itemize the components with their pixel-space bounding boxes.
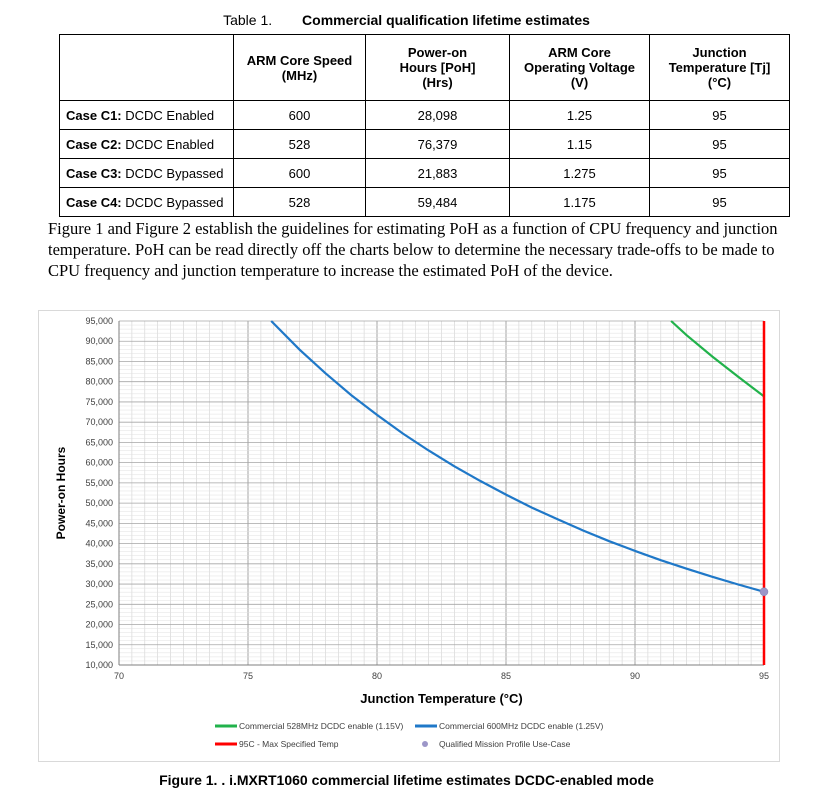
- lifetime-table: ARM Core Speed (MHz) Power-on Hours [PoH…: [59, 34, 790, 217]
- table-cell-poh: 28,098: [366, 101, 510, 130]
- x-tick-label: 95: [759, 671, 769, 681]
- y-tick-label: 55,000: [85, 478, 113, 488]
- x-tick-label: 85: [501, 671, 511, 681]
- table-cell-speed: 600: [234, 159, 366, 188]
- table-cell-voltage: 1.15: [510, 130, 650, 159]
- table-cell-poh: 76,379: [366, 130, 510, 159]
- case-desc: DCDC Bypassed: [125, 195, 223, 210]
- table-cell-voltage: 1.175: [510, 188, 650, 217]
- table-caption: Table 1. Commercial qualification lifeti…: [0, 12, 813, 28]
- lifetime-chart: 10,000 15,000 20,000 25,000 30,000 35,000 40,0…: [39, 311, 779, 761]
- figure-caption: Figure 1. . i.MXRT1060 commercial lifeti…: [0, 772, 813, 788]
- y-tick-label: 65,000: [85, 437, 113, 447]
- y-tick-label: 20,000: [85, 620, 113, 630]
- table-header-temp: Junction Temperature [Tj] (°C): [650, 35, 790, 101]
- legend-label: 95C - Max Specified Temp: [239, 739, 339, 749]
- y-tick-label: 70,000: [85, 417, 113, 427]
- table-cell-case: Case C2: DCDC Enabled: [60, 130, 234, 159]
- table-cell-voltage: 1.25: [510, 101, 650, 130]
- y-tick-label: 10,000: [85, 660, 113, 670]
- y-tick-label: 80,000: [85, 377, 113, 387]
- y-tick-label: 35,000: [85, 559, 113, 569]
- legend-label: Qualified Mission Profile Use-Case: [439, 739, 571, 749]
- y-tick-label: 85,000: [85, 356, 113, 366]
- table-cell-temp: 95: [650, 159, 790, 188]
- table-cell-speed: 600: [234, 101, 366, 130]
- header-voltage-text: ARM Core Operating Voltage (V): [519, 45, 641, 90]
- table-cell-voltage: 1.275: [510, 159, 650, 188]
- x-tick-label: 75: [243, 671, 253, 681]
- y-tick-label: 60,000: [85, 458, 113, 468]
- case-id: Case C3:: [66, 166, 122, 181]
- body-paragraph: Figure 1 and Figure 2 establish the guid…: [48, 218, 788, 281]
- table-cell-temp: 95: [650, 101, 790, 130]
- table-header-poh: Power-on Hours [PoH] (Hrs): [366, 35, 510, 101]
- table-row: Case C1: DCDC Enabled 600 28,098 1.25 95: [60, 101, 790, 130]
- series-line-0: [671, 321, 764, 396]
- table-cell-temp: 95: [650, 188, 790, 217]
- y-tick-label: 40,000: [85, 539, 113, 549]
- y-tick-label: 50,000: [85, 498, 113, 508]
- y-tick-label: 30,000: [85, 579, 113, 589]
- case-desc: DCDC Bypassed: [125, 166, 223, 181]
- y-tick-label: 45,000: [85, 518, 113, 528]
- table-header-speed: ARM Core Speed (MHz): [234, 35, 366, 101]
- table-header-voltage: ARM Core Operating Voltage (V): [510, 35, 650, 101]
- y-tick-label: 90,000: [85, 336, 113, 346]
- legend-label: Commercial 528MHz DCDC enable (1.15V): [239, 721, 404, 731]
- y-tick-label: 25,000: [85, 599, 113, 609]
- case-id: Case C2:: [66, 137, 122, 152]
- x-axis-title: Junction Temperature (°C): [360, 691, 522, 706]
- y-tick-label: 95,000: [85, 316, 113, 326]
- y-axis-title: Power-on Hours: [54, 446, 68, 539]
- table-cell-case: Case C1: DCDC Enabled: [60, 101, 234, 130]
- case-desc: DCDC Enabled: [125, 108, 214, 123]
- legend-label: Commercial 600MHz DCDC enable (1.25V): [439, 721, 604, 731]
- table-cell-speed: 528: [234, 130, 366, 159]
- case-id: Case C1:: [66, 108, 122, 123]
- x-tick-label: 80: [372, 671, 382, 681]
- header-poh-text: Power-on Hours [PoH] (Hrs): [388, 45, 488, 90]
- table-cell-poh: 21,883: [366, 159, 510, 188]
- table-cell-case: Case C4: DCDC Bypassed: [60, 188, 234, 217]
- x-tick-label: 90: [630, 671, 640, 681]
- chart-frame: 10,000 15,000 20,000 25,000 30,000 35,000 40,0…: [38, 310, 780, 762]
- table-row: Case C4: DCDC Bypassed 528 59,484 1.175 …: [60, 188, 790, 217]
- table-cell-case: Case C3: DCDC Bypassed: [60, 159, 234, 188]
- y-tick-label: 15,000: [85, 640, 113, 650]
- legend-marker: [422, 741, 428, 747]
- table-caption-number: Table 1.: [223, 12, 272, 28]
- table-header-empty: [60, 35, 234, 101]
- table-row: Case C2: DCDC Enabled 528 76,379 1.15 95: [60, 130, 790, 159]
- table-row: Case C3: DCDC Bypassed 600 21,883 1.275 …: [60, 159, 790, 188]
- mission-profile-point: [760, 588, 768, 596]
- x-tick-label: 70: [114, 671, 124, 681]
- table-header-row: ARM Core Speed (MHz) Power-on Hours [PoH…: [60, 35, 790, 101]
- table-caption-title: Commercial qualification lifetime estima…: [302, 12, 590, 28]
- table-cell-poh: 59,484: [366, 188, 510, 217]
- table-cell-temp: 95: [650, 130, 790, 159]
- header-speed-text: ARM Core Speed (MHz): [245, 53, 355, 83]
- case-id: Case C4:: [66, 195, 122, 210]
- header-temp-text: Junction Temperature [Tj] (°C): [665, 45, 775, 90]
- case-desc: DCDC Enabled: [125, 137, 214, 152]
- table-cell-speed: 528: [234, 188, 366, 217]
- y-tick-label: 75,000: [85, 397, 113, 407]
